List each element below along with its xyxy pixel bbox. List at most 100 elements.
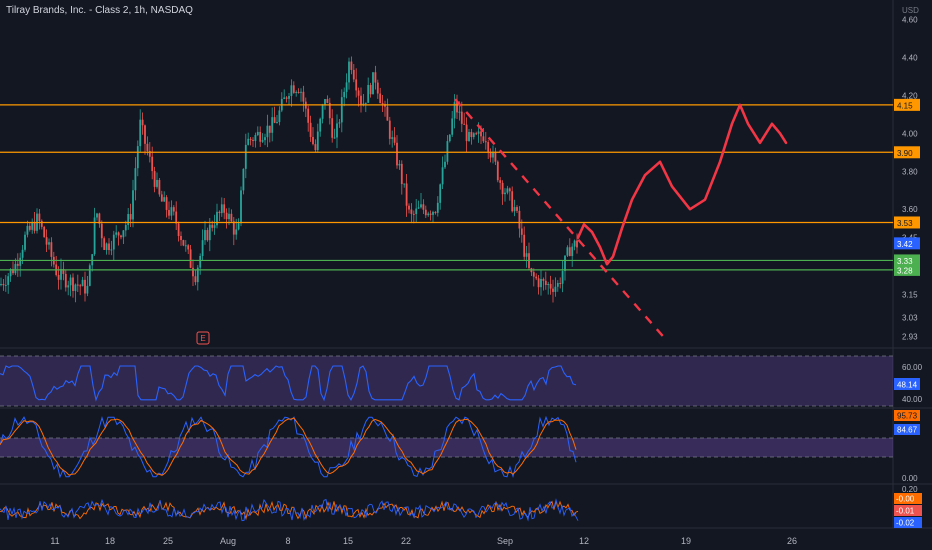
candle-body — [240, 190, 242, 224]
price-tick-label: 4.20 — [902, 91, 918, 100]
candle-body — [537, 278, 540, 288]
candle-body — [283, 97, 286, 99]
candle-body — [424, 209, 427, 216]
candle-body — [331, 118, 334, 138]
candle-body — [513, 207, 516, 212]
candle-body — [552, 288, 554, 292]
candle-body — [175, 211, 178, 224]
candle-body — [273, 117, 276, 123]
candle-body — [163, 197, 166, 202]
candle-body — [393, 137, 396, 143]
candle-body — [98, 213, 101, 224]
level-label: 3.53 — [897, 219, 913, 228]
candle-body — [2, 283, 5, 286]
price-tick-label: 4.40 — [902, 53, 918, 62]
price-tick-label: 3.15 — [902, 291, 918, 300]
candle-body — [288, 95, 290, 99]
time-axis-label: Aug — [220, 536, 236, 546]
candle-body — [576, 240, 578, 248]
candle-body — [4, 284, 7, 286]
candle-body — [388, 120, 391, 139]
candle-body — [43, 226, 46, 238]
candle-body — [566, 247, 569, 256]
candle-body — [259, 131, 262, 142]
candle-body — [295, 91, 298, 93]
candle-body — [427, 213, 430, 216]
candle-body — [40, 220, 43, 227]
candle-body — [441, 167, 444, 185]
candle-body — [506, 188, 509, 193]
level-label-bg — [894, 98, 920, 111]
candle-body — [249, 138, 252, 140]
candle-body — [115, 232, 118, 235]
candle-body — [422, 204, 425, 210]
candle-body — [465, 124, 468, 142]
candle-body — [192, 267, 194, 277]
last-price-label: 3.42 — [897, 240, 913, 249]
candle-body — [127, 214, 130, 226]
candle-body — [19, 257, 22, 266]
candle-body — [525, 253, 528, 257]
time-axis-label: 11 — [50, 536, 59, 546]
candle-body — [110, 249, 113, 251]
candle-body — [446, 141, 449, 162]
level-label-bg — [894, 216, 920, 229]
candle-body — [381, 103, 384, 105]
candle-body — [122, 230, 125, 238]
candle-body — [475, 133, 478, 135]
candle-body — [420, 204, 422, 208]
candle-body — [220, 204, 223, 214]
macd-value: -0.02 — [896, 519, 915, 528]
candle-body — [194, 276, 197, 283]
rsi-tick: 60.00 — [902, 363, 923, 372]
candle-body — [523, 234, 526, 257]
candle-body — [223, 204, 226, 213]
stoch-d-value: 84.67 — [897, 426, 918, 435]
projection-line — [576, 103, 788, 266]
candle-body — [328, 102, 331, 119]
candle-body — [244, 144, 247, 169]
candle-body — [16, 263, 19, 266]
candle-body — [168, 209, 170, 216]
candle-body — [571, 246, 574, 257]
time-axis-label: 18 — [105, 536, 115, 546]
candle-body — [33, 222, 36, 231]
macd-tick: 0.20 — [902, 485, 918, 494]
macd-badge — [894, 493, 922, 504]
candle-body — [357, 90, 360, 96]
candle-body — [463, 123, 466, 125]
candle-body — [256, 131, 259, 136]
candle-body — [432, 211, 434, 215]
candle-body — [290, 85, 293, 96]
axis-currency: USD — [902, 6, 919, 15]
candle-body — [136, 146, 139, 169]
candle-body — [93, 217, 96, 255]
candle-body — [556, 282, 559, 287]
candle-body — [9, 268, 12, 277]
candle-body — [398, 163, 401, 166]
candle-body — [408, 205, 410, 210]
candle-body — [458, 111, 461, 113]
stoch-k-badge — [894, 410, 920, 421]
rsi-band — [0, 356, 893, 406]
candle-body — [374, 72, 377, 83]
candle-body — [367, 84, 370, 103]
candle-body — [540, 278, 542, 288]
stoch-k-line — [0, 415, 577, 479]
level-label-bg — [894, 146, 920, 159]
candle-body — [278, 110, 281, 123]
candle-body — [62, 269, 65, 274]
candle-body — [184, 245, 187, 247]
candle-body — [264, 137, 266, 141]
candle-body — [333, 137, 336, 139]
candle-body — [564, 255, 566, 272]
candle-body — [117, 232, 120, 236]
candle-body — [141, 119, 144, 126]
candle-body — [103, 238, 106, 250]
candle-body — [237, 223, 240, 230]
candle-body — [156, 179, 158, 187]
candle-body — [417, 207, 420, 209]
macd-line — [0, 498, 579, 522]
candle-body — [484, 141, 487, 143]
